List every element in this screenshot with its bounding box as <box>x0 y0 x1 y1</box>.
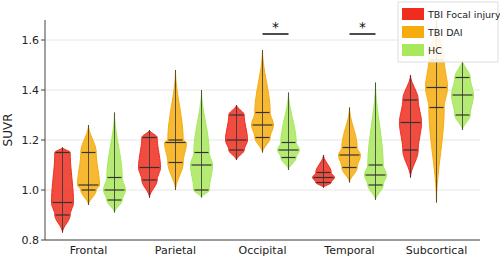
quartile-line <box>195 189 209 190</box>
range-line <box>114 113 115 213</box>
category-label: Occipital <box>239 244 287 257</box>
range-line <box>62 148 63 233</box>
violin <box>452 60 474 130</box>
median-line <box>105 189 125 190</box>
quartile-line <box>369 164 383 165</box>
median-line <box>79 184 99 185</box>
median-line <box>314 177 334 178</box>
quartile-line <box>143 179 157 180</box>
grid-line <box>45 240 480 241</box>
legend-swatch <box>402 26 424 38</box>
violins <box>52 20 474 233</box>
tick <box>41 40 45 41</box>
quartile-line <box>282 157 296 158</box>
legend-swatch <box>402 44 424 56</box>
tick-label: 1.2 <box>22 134 40 147</box>
quartile-line <box>108 177 122 178</box>
quartile-line <box>108 199 122 200</box>
category-label: Subcortical <box>406 244 467 257</box>
quartile-line <box>195 152 209 153</box>
tick-label: 1.4 <box>22 84 40 97</box>
quartile-line <box>169 162 183 163</box>
range-line <box>410 75 411 178</box>
violin <box>400 75 422 178</box>
range-line <box>288 93 289 171</box>
range-line <box>375 83 376 201</box>
range-line <box>88 125 89 205</box>
quartile-line <box>317 182 331 183</box>
category-label: Frontal <box>70 244 108 257</box>
tick-label: 0.8 <box>22 234 40 247</box>
violin <box>313 155 335 188</box>
quartile-line <box>56 214 70 215</box>
tick-label: 1.6 <box>22 34 40 47</box>
y-label: SUVR <box>1 114 15 147</box>
range-line <box>175 70 176 190</box>
quartile-line <box>169 139 183 140</box>
median-line <box>279 149 299 150</box>
legend-label: TBI DAI <box>427 27 463 38</box>
quartile-line <box>230 149 244 150</box>
violin <box>165 70 187 190</box>
quartile-line <box>343 167 357 168</box>
category-label: Temporal <box>323 244 374 257</box>
quartile-line <box>282 142 296 143</box>
median-line <box>366 174 386 175</box>
violin <box>365 83 387 201</box>
median-line <box>53 202 73 203</box>
legend-swatch <box>402 8 424 20</box>
quartile-line <box>143 137 157 138</box>
tick-label: 1.0 <box>22 184 40 197</box>
median-line <box>166 142 186 143</box>
violin <box>104 113 126 213</box>
range-line <box>349 108 350 183</box>
violin <box>278 93 300 171</box>
quartile-line <box>317 172 331 173</box>
tick <box>41 190 45 191</box>
tick <box>41 140 45 141</box>
violin <box>339 108 361 183</box>
x-axis <box>45 240 480 241</box>
range-line <box>236 105 237 160</box>
quartile-line <box>343 147 357 148</box>
quartile-line <box>230 114 244 115</box>
significance-star: * <box>359 19 366 35</box>
quartile-line <box>404 149 418 150</box>
violin <box>252 50 274 153</box>
violin <box>139 130 161 198</box>
quartile-line <box>430 107 444 108</box>
median-line <box>140 167 160 168</box>
range-line <box>149 130 150 198</box>
median-line <box>253 124 273 125</box>
significance-star: * <box>272 19 279 35</box>
violin <box>191 90 213 198</box>
chart: 0.8 1.0 1.2 1.4 1.6 SUVR Frontal Parietal Occipi… <box>0 0 500 261</box>
quartile-line <box>56 152 70 153</box>
quartile-line <box>456 77 470 78</box>
quartile-line <box>456 114 470 115</box>
y-axis <box>45 20 46 240</box>
range-line <box>201 90 202 198</box>
grid-line <box>45 190 480 191</box>
category-label: Parietal <box>155 244 196 257</box>
legend-label: HC <box>428 45 442 56</box>
median-line <box>427 87 447 88</box>
violin <box>78 125 100 205</box>
tick <box>41 240 45 241</box>
quartile-line <box>369 184 383 185</box>
median-line <box>192 164 212 165</box>
median-line <box>340 154 360 155</box>
quartile-line <box>82 152 96 153</box>
quartile-line <box>256 112 270 113</box>
median-line <box>401 122 421 123</box>
tick <box>41 90 45 91</box>
quartile-line <box>82 189 96 190</box>
quartile-line <box>256 137 270 138</box>
violin <box>52 148 74 233</box>
median-line <box>453 94 473 95</box>
legend-label: TBI Focal injury <box>427 9 500 20</box>
quartile-line <box>404 99 418 100</box>
median-line <box>227 139 247 140</box>
violin <box>226 105 248 160</box>
